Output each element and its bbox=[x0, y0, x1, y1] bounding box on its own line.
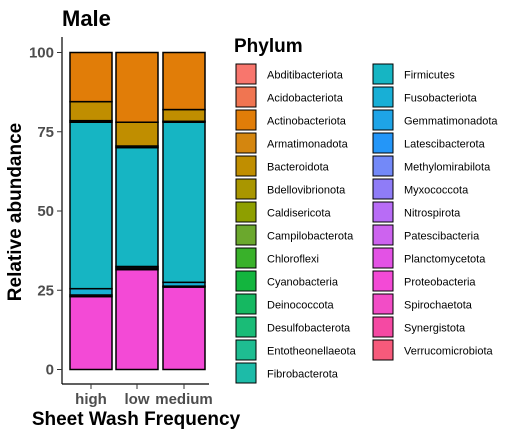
bar-segment bbox=[115, 268, 159, 371]
bar-segment bbox=[162, 51, 206, 111]
legend-key bbox=[235, 339, 257, 361]
y-tick-label: 25 bbox=[37, 282, 54, 299]
legend-label: Gemmatimonadota bbox=[404, 116, 498, 128]
y-tick-label: 0 bbox=[46, 362, 54, 379]
legend-label: Bdellovibrionota bbox=[267, 185, 346, 197]
legend-label: Proteobacteria bbox=[404, 277, 476, 289]
bar-segment bbox=[69, 287, 113, 296]
legend-label: Armatimonadota bbox=[267, 139, 349, 151]
bar-segment bbox=[162, 121, 206, 284]
legend-label: Deinococcota bbox=[267, 300, 335, 312]
legend-label: Caldisericota bbox=[267, 208, 331, 220]
x-axis-label: Sheet Wash Frequency bbox=[32, 409, 241, 430]
y-axis-label: Relative abundance bbox=[5, 123, 26, 301]
legend-label: Acidobacteriota bbox=[267, 93, 344, 105]
legend-key bbox=[372, 132, 394, 154]
legend-label: Chloroflexi bbox=[267, 254, 319, 266]
legend-key bbox=[235, 132, 257, 154]
x-tick-label: high bbox=[75, 391, 107, 408]
bar-segment bbox=[115, 121, 159, 147]
legend-key bbox=[235, 63, 257, 85]
legend-key bbox=[235, 270, 257, 292]
bar-segment bbox=[69, 51, 113, 103]
legend-label: Fibrobacterota bbox=[267, 369, 339, 381]
legend-key bbox=[372, 270, 394, 292]
legend-key bbox=[235, 362, 257, 384]
legend-label: Spirochaetota bbox=[404, 300, 473, 312]
legend-key bbox=[372, 178, 394, 200]
legend-key bbox=[235, 224, 257, 246]
legend-key bbox=[372, 109, 394, 131]
chart-title: Male bbox=[62, 6, 111, 31]
legend-label: Myxococcota bbox=[404, 185, 469, 197]
legend-key bbox=[235, 201, 257, 223]
legend-label: Cyanobacteria bbox=[267, 277, 339, 289]
bar-segment bbox=[69, 100, 113, 122]
legend-key bbox=[235, 247, 257, 269]
bar-segment bbox=[162, 108, 206, 123]
legend-label: Campilobacterota bbox=[267, 231, 354, 243]
legend-key bbox=[235, 155, 257, 177]
legend-key bbox=[372, 339, 394, 361]
legend-label: Synergistota bbox=[404, 323, 466, 335]
legend-label: Entotheonellaeota bbox=[267, 346, 357, 358]
legend-key bbox=[235, 109, 257, 131]
legend-key bbox=[372, 247, 394, 269]
legend: Abditibacteriota Acidobacteriota Actinobac… bbox=[235, 63, 498, 384]
legend-key bbox=[372, 86, 394, 108]
x-tick-label: medium bbox=[155, 391, 213, 408]
legend-label: Bacteroidota bbox=[267, 162, 330, 174]
legend-label: Fusobacteriota bbox=[404, 93, 478, 105]
legend-key bbox=[372, 293, 394, 315]
legend-label: Nitrospirota bbox=[404, 208, 461, 220]
x-axis: high low medium bbox=[62, 383, 213, 408]
legend-label: Actinobacteriota bbox=[267, 116, 347, 128]
legend-label: Abditibacteriota bbox=[267, 70, 344, 82]
legend-label: Firmicutes bbox=[404, 70, 455, 82]
legend-label: Patescibacteria bbox=[404, 231, 480, 243]
y-tick-label: 75 bbox=[37, 124, 54, 141]
legend-key bbox=[372, 316, 394, 338]
bar-segment bbox=[69, 121, 113, 290]
y-axis: 0 25 50 75 100 bbox=[29, 37, 63, 384]
legend-label: Planctomycetota bbox=[404, 254, 486, 266]
legend-key bbox=[372, 63, 394, 85]
x-tick-label: low bbox=[125, 391, 150, 408]
legend-key bbox=[372, 224, 394, 246]
legend-label: Desulfobacterota bbox=[267, 323, 351, 335]
bar-segment bbox=[115, 51, 159, 123]
bars-group bbox=[69, 51, 206, 371]
legend-label: Methylomirabilota bbox=[404, 162, 491, 174]
legend-key bbox=[235, 293, 257, 315]
bar-segment bbox=[162, 286, 206, 371]
legend-key bbox=[235, 86, 257, 108]
legend-label: Verrucomicrobiota bbox=[404, 346, 494, 358]
legend-title: Phylum bbox=[234, 36, 303, 57]
y-tick-label: 50 bbox=[37, 203, 54, 220]
legend-label: Latescibacterota bbox=[404, 139, 486, 151]
legend-key bbox=[235, 316, 257, 338]
y-tick-label: 100 bbox=[29, 45, 54, 62]
legend-key bbox=[372, 155, 394, 177]
legend-key bbox=[235, 178, 257, 200]
legend-key bbox=[372, 201, 394, 223]
bar-segment bbox=[115, 146, 159, 268]
bar-segment bbox=[69, 295, 113, 371]
